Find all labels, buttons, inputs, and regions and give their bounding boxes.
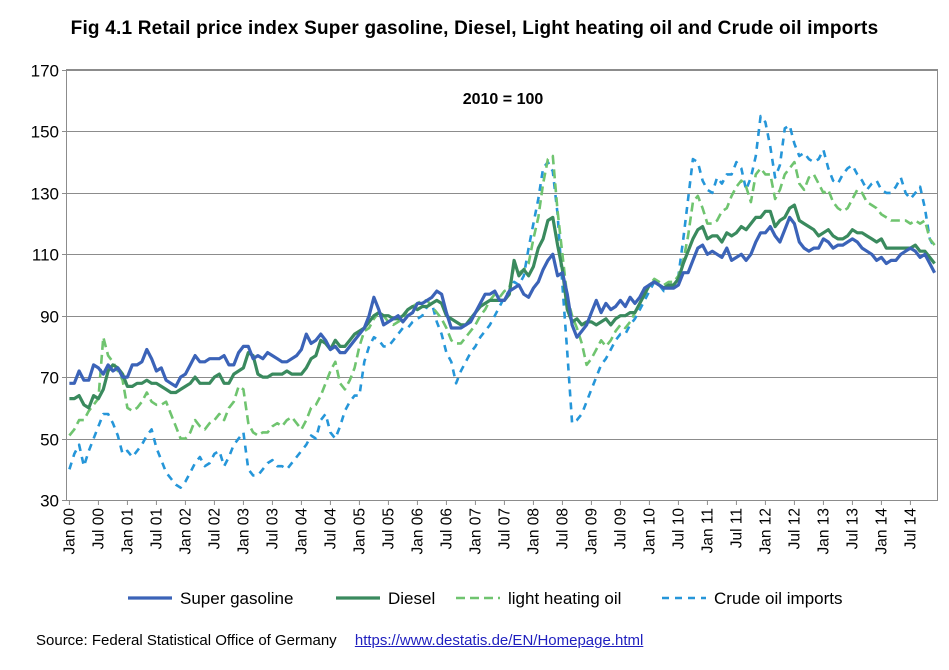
x-tick-label: Jan 02 bbox=[177, 508, 194, 555]
series-line-light-heating-oil bbox=[68, 154, 936, 440]
source-note: Source: Federal Statistical Office of Ge… bbox=[36, 632, 643, 649]
legend-label: Super gasoline bbox=[180, 589, 293, 608]
x-tick-label: Jul 00 bbox=[90, 508, 107, 550]
x-tick-label: Jul 11 bbox=[728, 508, 745, 548]
legend-label: Diesel bbox=[388, 589, 435, 608]
legend: Super gasoline Diesel light heating oil Cru… bbox=[128, 589, 843, 608]
x-tick-label: Jul 13 bbox=[844, 508, 861, 549]
y-tick-label: 50 bbox=[40, 431, 59, 450]
y-tick-label: 30 bbox=[40, 492, 59, 511]
x-tick-label: Jul 03 bbox=[264, 508, 281, 549]
x-axis-ticks: Jan 00 Jul 00 Jan 01 Jul 01 Jan 02 Jul 02 Jan … bbox=[61, 500, 919, 555]
plot-area-border bbox=[66, 69, 938, 501]
series-lines bbox=[68, 114, 937, 490]
x-tick-label: Jan 07 bbox=[467, 508, 484, 555]
x-tick-label: Jul 12 bbox=[786, 508, 803, 549]
x-tick-label: Jul 14 bbox=[902, 508, 919, 550]
y-tick-label: 70 bbox=[40, 369, 59, 388]
chart-title: Fig 4.1 Retail price index Super gasolin… bbox=[70, 18, 879, 39]
x-tick-label: Jul 04 bbox=[322, 508, 339, 550]
x-tick-label: Jul 05 bbox=[380, 508, 397, 549]
x-tick-label: Jul 07 bbox=[496, 508, 513, 549]
x-tick-label: Jan 01 bbox=[119, 508, 136, 555]
x-tick-label: Jan 03 bbox=[235, 508, 252, 555]
x-tick-label: Jan 11 bbox=[699, 508, 716, 553]
x-tick-label: Jul 06 bbox=[438, 508, 455, 549]
x-tick-label: Jul 09 bbox=[612, 508, 629, 549]
x-tick-label: Jul 01 bbox=[148, 508, 165, 549]
x-tick-label: Jan 12 bbox=[757, 508, 774, 555]
y-tick-label: 90 bbox=[40, 308, 59, 327]
y-tick-label: 130 bbox=[31, 185, 59, 204]
legend-label: light heating oil bbox=[508, 589, 621, 608]
x-tick-label: Jan 13 bbox=[815, 508, 832, 555]
x-tick-label: Jul 10 bbox=[670, 508, 687, 550]
x-tick-label: Jan 09 bbox=[583, 508, 600, 555]
gridlines bbox=[67, 70, 937, 501]
x-tick-label: Jan 08 bbox=[525, 508, 542, 555]
y-tick-label: 170 bbox=[31, 62, 59, 81]
x-tick-label: Jul 08 bbox=[554, 508, 571, 549]
x-tick-label: Jan 04 bbox=[293, 508, 310, 555]
legend-label: Crude oil imports bbox=[714, 589, 843, 608]
x-tick-label: Jan 14 bbox=[873, 508, 890, 555]
y-tick-label: 150 bbox=[31, 123, 59, 142]
y-axis-ticks: 30 50 70 90 110 130 150 170 bbox=[31, 62, 67, 511]
x-tick-label: Jan 00 bbox=[61, 508, 78, 555]
base-year-annotation: 2010 = 100 bbox=[463, 91, 544, 108]
x-tick-label: Jan 05 bbox=[351, 508, 368, 555]
source-label: Source: Federal Statistical Office of Ge… bbox=[36, 632, 337, 649]
series-line-super-gasoline bbox=[69, 215, 937, 388]
x-tick-label: Jul 02 bbox=[206, 508, 223, 549]
source-link[interactable]: https://www.destatis.de/EN/Homepage.html bbox=[354, 632, 644, 649]
x-tick-label: Jan 06 bbox=[409, 508, 426, 555]
x-tick-label: Jan 10 bbox=[641, 508, 658, 555]
y-tick-label: 110 bbox=[32, 246, 59, 265]
